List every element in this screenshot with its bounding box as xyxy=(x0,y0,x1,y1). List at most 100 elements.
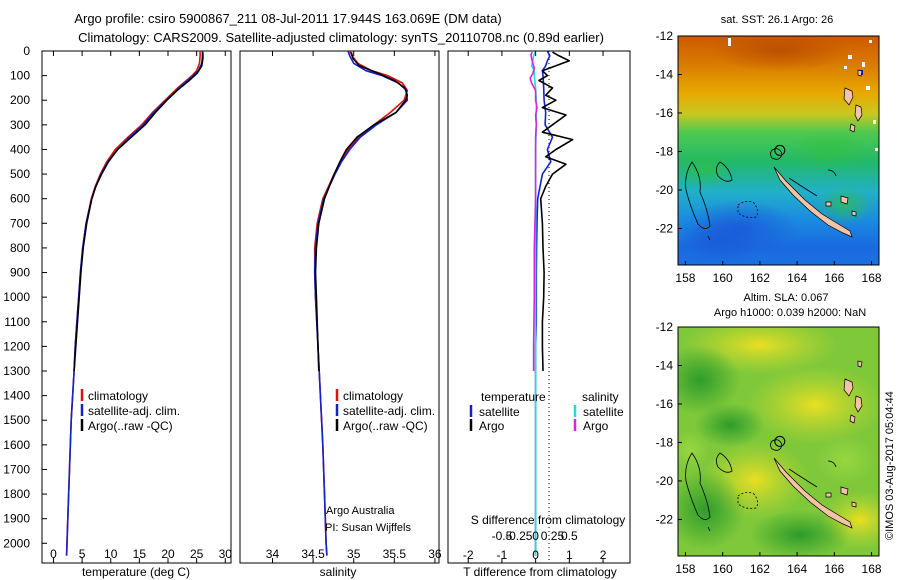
depth-tick-label: 1400 xyxy=(3,389,30,403)
temperature-series-1 xyxy=(65,51,204,556)
sst-map-lat-tick-label: -16 xyxy=(656,106,674,120)
difference-lines xyxy=(529,51,574,556)
difference-legend-label: satellite xyxy=(479,405,520,419)
depth-tick-label: 1700 xyxy=(3,462,30,476)
temperature-xtick-label: 5 xyxy=(79,547,86,561)
temperature-legend-label: climatology xyxy=(88,389,148,403)
annotation-argo-australia: Argo Australia xyxy=(326,505,395,517)
salinity-difference-tick-label: 0.25 xyxy=(541,529,565,543)
legend-salinity-title: salinity xyxy=(582,390,619,404)
sla-map-lon-tick-label: 160 xyxy=(713,562,733,576)
sla-map-title-line2: Argo h1000: 0.039 h2000: NaN xyxy=(714,307,866,319)
difference-legend-label: Argo xyxy=(479,419,505,433)
sla-map-frame xyxy=(677,326,880,557)
salinity-plot-frame xyxy=(239,50,440,564)
sst-map-lon-tick-label: 160 xyxy=(713,271,733,285)
depth-tick-label: 1600 xyxy=(3,438,30,452)
salinity-difference-tick-label: 0.5 xyxy=(561,529,578,543)
sla-map-lat-tick-label: -18 xyxy=(656,435,674,449)
salinity-xtick-label: 35 xyxy=(347,547,361,561)
sst-map-argo-marker xyxy=(774,144,786,156)
sla-map-lat-tick-label: -20 xyxy=(656,474,674,488)
depth-axis: 0 100 200 300 400 500 600 700 800 900 1000 1100 1200… xyxy=(3,44,47,550)
salinity-series-1 xyxy=(313,51,409,556)
temperature-xlabel: temperature (deg C) xyxy=(82,565,190,579)
annotation-pi-name: PI: Susan Wijffels xyxy=(325,522,411,534)
temperature-x-axis: 0 5 10 15 20 25 30 xyxy=(50,51,232,563)
difference-plot-frame xyxy=(447,50,631,564)
salinity-difference-axis: -0.5-0.25 0 0.250.5 xyxy=(492,529,578,543)
legend-temperature-title: temperature xyxy=(481,390,546,404)
sla-map-lon-tick-label: 158 xyxy=(675,562,695,576)
sst-map-lon-tick-label: 164 xyxy=(787,271,807,285)
depth-tick-label: 1500 xyxy=(3,413,30,427)
sst-map-lat-tick-label: -14 xyxy=(656,67,674,81)
depth-tick-label: 1900 xyxy=(3,512,30,526)
sla-map-lon-tick-label: 164 xyxy=(787,562,807,576)
difference-legend: temperature salinitysatelliteArgosatellit… xyxy=(469,390,624,433)
salinity-x-axis: 34 34.5 35 35.5 36 xyxy=(266,51,442,563)
sst-map-title: sat. SST: 26.1 Argo: 26 xyxy=(721,14,834,26)
sla-map-argo-marker xyxy=(774,435,786,447)
difference-xtick-label: 2 xyxy=(600,548,607,562)
salinity-xtick-label: 36 xyxy=(428,547,442,561)
sst-map-field xyxy=(678,36,879,265)
depth-tick-label: 2000 xyxy=(3,536,30,550)
depth-tick-label: 600 xyxy=(10,192,30,206)
depth-tick-label: 100 xyxy=(10,69,30,83)
difference-x-axis: -2 -1 0 1 2 xyxy=(463,51,607,563)
difference-xtick-label: 1 xyxy=(566,548,573,562)
sla-map-lon-tick-label: 168 xyxy=(862,562,882,576)
depth-tick-label: 1800 xyxy=(3,487,30,501)
sla-map-title-line1: Altim. SLA: 0.067 xyxy=(744,292,829,304)
salinity-xtick-label: 34 xyxy=(266,547,280,561)
temperature-xtick-label: 0 xyxy=(50,547,57,561)
depth-tick-label: 900 xyxy=(10,266,30,280)
sst-map-lon-tick-label: 162 xyxy=(750,271,770,285)
salinity-lines xyxy=(313,51,409,556)
depth-tick-label: 300 xyxy=(10,118,30,132)
depth-tick-label: 1300 xyxy=(3,364,30,378)
depth-tick-label: 700 xyxy=(10,216,30,230)
sst-map-lon-tick-label: 166 xyxy=(824,271,844,285)
depth-tick-label: 200 xyxy=(10,93,30,107)
sst-map-lat-tick-label: -20 xyxy=(656,183,674,197)
temperature-legend-label: Argo(..raw -QC) xyxy=(88,419,173,433)
figure-title-line2: Climatology: CARS2009. Satellite-adjuste… xyxy=(78,30,604,45)
sst-map-lat-tick-label: -22 xyxy=(656,221,674,235)
depth-tick-label: 1100 xyxy=(4,315,30,329)
difference-xtick-label: -1 xyxy=(497,548,508,562)
difference-legend-label: satellite xyxy=(583,405,624,419)
sla-map-lon-tick-label: 162 xyxy=(750,562,770,576)
depth-tick-label: 800 xyxy=(10,241,30,255)
sst-map-axes: 158 160 162 164 166 168 -12 -14 -16 -18 -20 -22 xyxy=(656,29,882,285)
depth-tick-label: 1200 xyxy=(3,339,30,353)
salinity-difference-tick-label: -0.25 xyxy=(505,529,533,543)
salinity-legend-label: Argo(..raw -QC) xyxy=(343,419,428,433)
temperature-xtick-label: 30 xyxy=(219,547,233,561)
sst-map-lat-tick-label: -18 xyxy=(656,144,674,158)
difference-legend-label: Argo xyxy=(583,419,609,433)
sla-map-lon-tick-label: 166 xyxy=(824,562,844,576)
salinity-legend-label: climatology xyxy=(343,389,403,403)
sla-map-lat-tick-label: -22 xyxy=(656,512,674,526)
temperature-plot-frame xyxy=(41,50,232,564)
salinity-legend-label: satellite-adj. clim. xyxy=(343,404,435,418)
sla-map-field xyxy=(678,327,879,556)
temperature-xtick-label: 20 xyxy=(161,547,175,561)
depth-tick-label: 0 xyxy=(23,44,30,58)
salinity-xtick-label: 35.5 xyxy=(383,547,407,561)
difference-xlabel: T difference from climatology xyxy=(463,565,617,579)
figure-title-line1: Argo profile: csiro 5900867_211 08-Jul-2… xyxy=(74,11,501,26)
temperature-xtick-label: 15 xyxy=(133,547,147,561)
temperature-series-0 xyxy=(65,51,201,556)
sla-argo-position-marker xyxy=(774,435,786,447)
sst-argo-position-marker xyxy=(774,144,786,156)
difference-xtick-label: -2 xyxy=(463,548,474,562)
salinity-series-2 xyxy=(314,52,409,372)
sst-map-lat-tick-label: -12 xyxy=(656,29,674,43)
difference-xtick-label: 0 xyxy=(532,548,539,562)
